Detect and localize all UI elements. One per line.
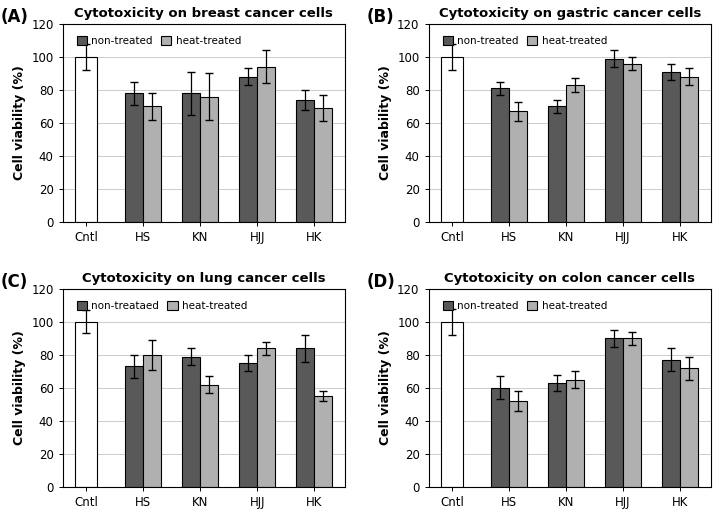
Bar	[257, 67, 275, 222]
Bar	[182, 357, 200, 487]
Bar	[257, 348, 275, 487]
Bar	[680, 77, 698, 222]
Bar	[125, 366, 144, 487]
Bar	[491, 88, 509, 222]
Legend: non-treataed, heat-treated: non-treataed, heat-treated	[73, 298, 251, 314]
Legend: non-treated, heat-treated: non-treated, heat-treated	[439, 298, 610, 314]
Bar	[662, 72, 680, 222]
Legend: non-treated, heat-treated: non-treated, heat-treated	[73, 33, 244, 50]
Text: (C): (C)	[1, 273, 28, 291]
Bar	[125, 93, 144, 222]
Title: Cytotoxicity on lung cancer cells: Cytotoxicity on lung cancer cells	[82, 272, 326, 285]
Bar	[296, 348, 314, 487]
Text: (D): (D)	[366, 273, 395, 291]
Bar	[239, 363, 257, 487]
Bar	[548, 383, 567, 487]
Bar	[680, 368, 698, 487]
Bar	[296, 100, 314, 222]
Bar	[605, 59, 623, 222]
Bar	[623, 338, 641, 487]
Bar	[314, 396, 332, 487]
Bar	[491, 388, 509, 487]
Bar	[623, 63, 641, 222]
Bar	[75, 322, 98, 487]
Text: (B): (B)	[366, 8, 394, 26]
Bar	[509, 401, 528, 487]
Bar	[144, 106, 162, 222]
Bar	[509, 111, 528, 222]
Bar	[144, 355, 162, 487]
Y-axis label: Cell viability (%): Cell viability (%)	[378, 66, 391, 181]
Legend: non-treated, heat-treated: non-treated, heat-treated	[439, 33, 610, 50]
Bar	[567, 380, 584, 487]
Bar	[314, 108, 332, 222]
Y-axis label: Cell viability (%): Cell viability (%)	[378, 330, 391, 445]
Title: Cytotoxicity on colon cancer cells: Cytotoxicity on colon cancer cells	[444, 272, 695, 285]
Bar	[605, 338, 623, 487]
Bar	[442, 322, 463, 487]
Bar	[442, 57, 463, 222]
Bar	[239, 77, 257, 222]
Y-axis label: Cell viability (%): Cell viability (%)	[13, 66, 26, 181]
Title: Cytotoxicity on gastric cancer cells: Cytotoxicity on gastric cancer cells	[439, 7, 701, 20]
Bar	[662, 360, 680, 487]
Title: Cytotoxicity on breast cancer cells: Cytotoxicity on breast cancer cells	[75, 7, 333, 20]
Bar	[75, 57, 98, 222]
Bar	[200, 384, 218, 487]
Bar	[200, 96, 218, 222]
Y-axis label: Cell viability (%): Cell viability (%)	[13, 330, 26, 445]
Bar	[548, 106, 567, 222]
Bar	[182, 93, 200, 222]
Bar	[567, 85, 584, 222]
Text: (A): (A)	[1, 8, 28, 26]
